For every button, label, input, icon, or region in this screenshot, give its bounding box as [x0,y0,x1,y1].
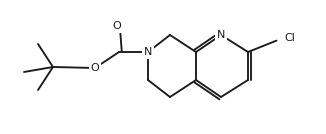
Text: O: O [112,21,121,31]
Text: Cl: Cl [285,33,295,43]
Text: N: N [217,30,225,40]
Text: N: N [144,47,152,57]
Text: O: O [91,63,99,73]
